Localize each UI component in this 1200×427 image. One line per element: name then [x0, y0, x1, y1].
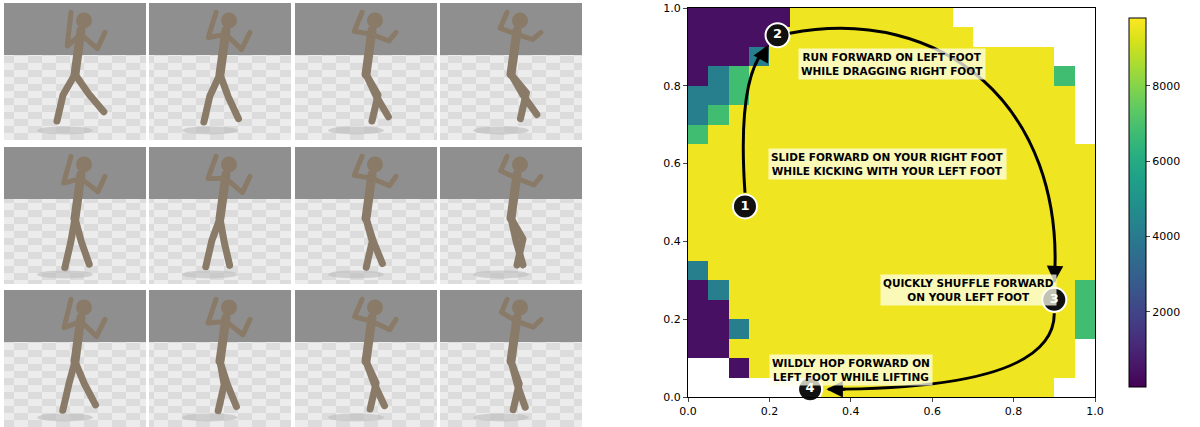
svg-text:QUICKLY SHUFFLE FORWARDON YOUR: QUICKLY SHUFFLE FORWARDON YOUR LEFT FOOT	[883, 277, 1054, 303]
svg-text:0.6: 0.6	[923, 405, 941, 418]
svg-text:0.6: 0.6	[663, 157, 681, 170]
svg-text:0.0: 0.0	[679, 405, 697, 418]
svg-text:1.0: 1.0	[663, 2, 681, 15]
svg-text:0.8: 0.8	[663, 80, 681, 93]
svg-text:0.2: 0.2	[761, 405, 779, 418]
svg-text:1: 1	[740, 198, 749, 213]
svg-text:4000: 4000	[1152, 230, 1180, 243]
svg-text:0.2: 0.2	[663, 313, 681, 326]
svg-text:SLIDE FORWARD ON YOUR RIGHT FO: SLIDE FORWARD ON YOUR RIGHT FOOTWHILE KI…	[771, 151, 1004, 177]
svg-text:0.0: 0.0	[663, 391, 681, 404]
svg-text:0.8: 0.8	[1005, 405, 1023, 418]
svg-text:0.4: 0.4	[842, 405, 860, 418]
svg-text:4: 4	[806, 380, 815, 395]
svg-text:2000: 2000	[1152, 306, 1180, 319]
svg-text:2: 2	[773, 26, 782, 41]
svg-text:1.0: 1.0	[1086, 405, 1104, 418]
svg-text:RUN FORWARD ON LEFT FOOTWHILE: RUN FORWARD ON LEFT FOOTWHILE DRAGGING R…	[801, 51, 983, 77]
svg-text:WILDLY HOP FORWARD ONLEFT FOOT: WILDLY HOP FORWARD ONLEFT FOOT WHILE LIF…	[772, 357, 930, 383]
svg-text:6000: 6000	[1152, 155, 1180, 168]
svg-text:0.4: 0.4	[663, 235, 681, 248]
svg-text:3: 3	[1050, 291, 1059, 306]
svg-text:8000: 8000	[1152, 80, 1180, 93]
